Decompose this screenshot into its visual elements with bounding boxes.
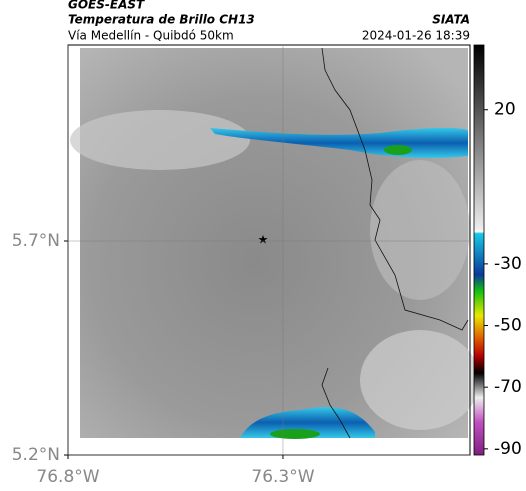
lon-tick-label: 76.3°W [251, 467, 314, 487]
colorbar [473, 44, 485, 456]
colorbar-tick-label: 20 [494, 100, 516, 120]
colorbar-tick-label: -90 [494, 439, 522, 459]
colorbar-tick-label: -30 [494, 254, 522, 274]
lat-tick-label: 5.7°N [12, 231, 60, 251]
cloud [360, 330, 480, 430]
lon-tick-label: 76.8°W [36, 467, 99, 487]
cloud [70, 110, 250, 170]
source: GOES-EAST [68, 0, 145, 12]
colorbar-tick-label: -50 [494, 316, 522, 336]
location-star: ★ [258, 233, 269, 247]
datetime: 2024-01-26 18:39 [362, 29, 470, 43]
cloud [370, 160, 470, 300]
border [321, 47, 469, 331]
cold-core [270, 429, 320, 439]
colorbar-tick-label: -70 [494, 377, 522, 397]
subtitle: Vía Medellín - Quibdó 50km [68, 29, 234, 43]
title: Temperatura de Brillo CH13 [68, 13, 255, 27]
lat-tick-label: 5.2°N [12, 445, 60, 465]
agency: SIATA [432, 13, 470, 27]
border [321, 367, 351, 439]
cold-core [384, 145, 412, 155]
cold-cloud-band [240, 407, 375, 438]
